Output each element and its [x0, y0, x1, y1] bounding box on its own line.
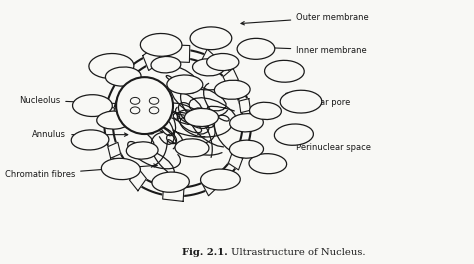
- Ellipse shape: [130, 107, 140, 114]
- Ellipse shape: [249, 102, 282, 120]
- Ellipse shape: [151, 56, 181, 73]
- Ellipse shape: [192, 59, 225, 76]
- Ellipse shape: [274, 124, 313, 145]
- Ellipse shape: [135, 110, 169, 128]
- Ellipse shape: [214, 80, 250, 99]
- Polygon shape: [129, 168, 146, 191]
- Ellipse shape: [140, 34, 182, 56]
- Text: Inner membrane: Inner membrane: [267, 46, 367, 55]
- Polygon shape: [200, 49, 218, 73]
- Polygon shape: [163, 182, 184, 201]
- Text: Outer membrane: Outer membrane: [241, 13, 369, 25]
- Ellipse shape: [264, 60, 304, 82]
- Text: Nucleolus: Nucleolus: [19, 96, 131, 106]
- Text: Nuclear pore: Nuclear pore: [286, 93, 351, 107]
- Ellipse shape: [229, 114, 264, 132]
- Text: Ultrastructure of Nucleus.: Ultrastructure of Nucleus.: [228, 248, 365, 257]
- Polygon shape: [223, 68, 238, 88]
- Ellipse shape: [207, 54, 239, 70]
- Polygon shape: [108, 142, 120, 158]
- Ellipse shape: [101, 158, 140, 180]
- Ellipse shape: [105, 67, 141, 86]
- Ellipse shape: [126, 142, 158, 159]
- Polygon shape: [239, 99, 250, 113]
- Ellipse shape: [131, 86, 163, 104]
- Text: Fig. 2.1.: Fig. 2.1.: [182, 248, 228, 257]
- Ellipse shape: [71, 130, 109, 150]
- Polygon shape: [169, 45, 190, 62]
- Ellipse shape: [130, 97, 140, 104]
- Ellipse shape: [229, 140, 264, 158]
- Ellipse shape: [280, 90, 322, 113]
- Ellipse shape: [167, 75, 203, 94]
- Ellipse shape: [73, 95, 112, 116]
- Ellipse shape: [201, 169, 240, 190]
- Polygon shape: [117, 69, 132, 88]
- Polygon shape: [201, 172, 219, 196]
- Ellipse shape: [184, 109, 219, 126]
- Ellipse shape: [152, 172, 189, 192]
- Ellipse shape: [116, 77, 173, 134]
- Ellipse shape: [149, 97, 159, 104]
- Text: Annulus: Annulus: [32, 130, 128, 139]
- Ellipse shape: [89, 54, 134, 78]
- Ellipse shape: [190, 27, 232, 50]
- Ellipse shape: [249, 154, 287, 174]
- Ellipse shape: [175, 139, 209, 157]
- Text: Perinuclear space: Perinuclear space: [283, 138, 371, 152]
- Ellipse shape: [237, 38, 275, 59]
- Ellipse shape: [97, 111, 131, 129]
- Ellipse shape: [149, 107, 159, 114]
- Polygon shape: [104, 106, 114, 120]
- Polygon shape: [228, 152, 243, 170]
- Text: Chromatin fibres: Chromatin fibres: [5, 164, 157, 179]
- Polygon shape: [143, 46, 162, 70]
